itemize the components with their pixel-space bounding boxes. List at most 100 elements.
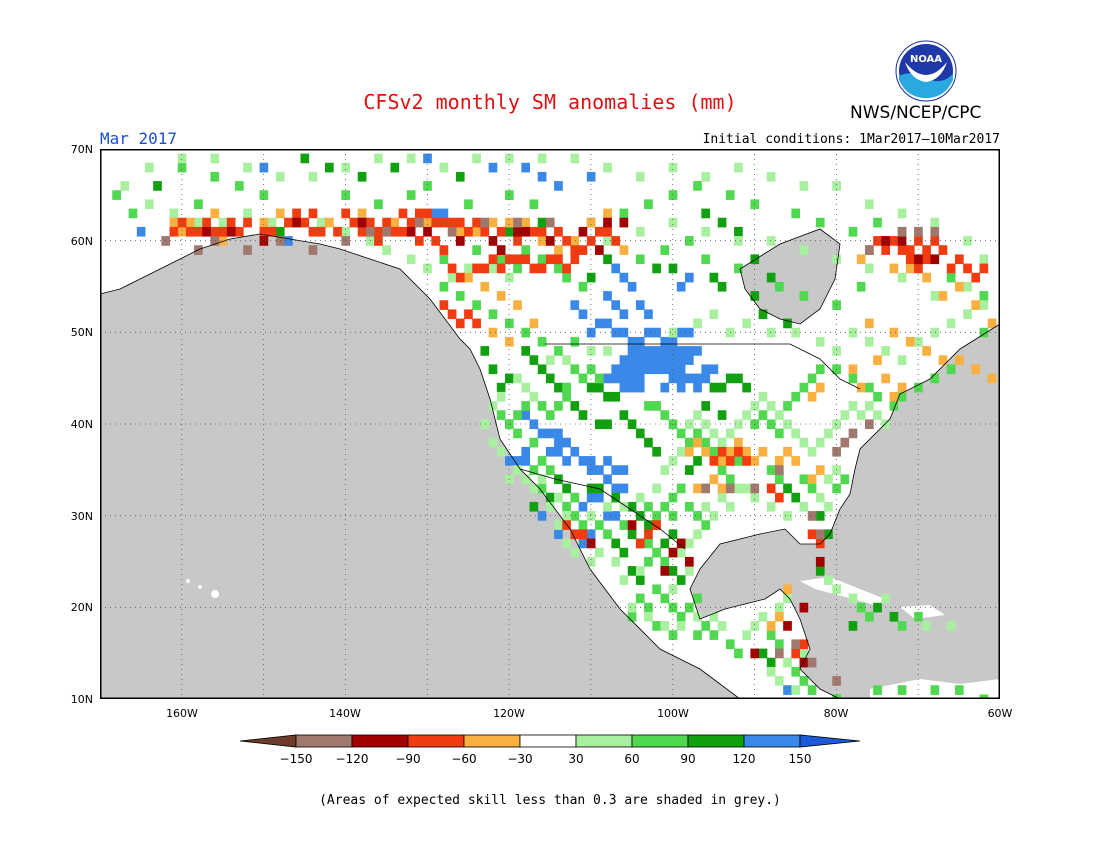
legend-label: −150: [279, 752, 313, 766]
anomaly-cell-green: [979, 291, 989, 301]
anomaly-cell-lgreen: [734, 162, 743, 173]
anomaly-cell-red: [455, 272, 465, 283]
anomaly-cell-red: [472, 217, 481, 228]
anomaly-cell-red: [881, 245, 891, 255]
anomaly-cell-lgreen: [709, 611, 719, 622]
anomaly-cell-blue: [611, 364, 621, 375]
anomaly-cell-green: [635, 254, 645, 265]
chart-title: CFSv2 monthly SM anomalies (mm): [363, 90, 737, 114]
anomaly-cell-red: [734, 446, 743, 457]
anomaly-cell-dred: [783, 621, 792, 631]
anomaly-cell-orange: [488, 217, 498, 228]
anomaly-cell-green: [783, 401, 792, 411]
anomaly-cell-red: [316, 226, 326, 237]
anomaly-cell-blue: [578, 501, 588, 512]
anomaly-cell-green: [930, 685, 940, 695]
anomaly-cell-lgreen: [635, 492, 645, 503]
anomaly-cell-lgreen: [210, 153, 220, 164]
anomaly-cell-lgreen: [562, 538, 571, 549]
anomaly-cell-blue: [668, 346, 678, 356]
anomaly-cell-red: [922, 245, 931, 255]
anomaly-cell-blue: [619, 327, 629, 338]
anomaly-cell-orange: [815, 465, 825, 475]
anomaly-cell-blue: [644, 327, 653, 338]
anomaly-cell-lgreen: [472, 153, 481, 164]
anomaly-cell-blue: [513, 456, 522, 466]
anomaly-cell-dgreen: [685, 465, 694, 475]
anomaly-cell-red: [914, 236, 923, 246]
anomaly-cell-red: [963, 263, 972, 274]
anomaly-cell-blue: [439, 208, 449, 219]
anomaly-cell-orange: [856, 382, 866, 393]
legend-swatch: [743, 734, 801, 748]
anomaly-cell-red: [235, 226, 244, 237]
anomaly-cell-dred: [259, 236, 269, 246]
anomaly-cell-lgreen: [145, 199, 154, 210]
anomaly-cell-blue: [676, 355, 686, 365]
anomaly-cell-brown: [807, 657, 817, 668]
anomaly-cell-blue: [554, 529, 563, 540]
anomaly-cell-green: [766, 630, 776, 640]
anomaly-cell-lgreen: [570, 547, 580, 558]
anomaly-cell-lgreen: [685, 419, 694, 430]
anomaly-cell-lgreen: [742, 410, 751, 420]
anomaly-cell-blue: [545, 428, 555, 439]
anomaly-cell-green: [840, 474, 850, 485]
anomaly-cell-green: [652, 511, 661, 521]
anomaly-cell-blue: [554, 181, 563, 191]
anomaly-cell-dgreen: [627, 566, 637, 576]
anomaly-cell-red: [873, 236, 882, 246]
anomaly-cell-green: [374, 199, 383, 210]
anomaly-cell-lgreen: [693, 318, 702, 329]
anomaly-cell-dgreen: [783, 318, 792, 329]
anomaly-cell-blue: [603, 511, 612, 521]
lat-label-30n: 30N: [70, 510, 93, 523]
anomaly-cell-dgreen: [554, 474, 563, 485]
anomaly-cell-green: [709, 630, 719, 640]
anomaly-cell-red: [210, 226, 220, 237]
anomaly-cell-blue: [570, 446, 580, 457]
anomaly-cell-lgreen: [701, 171, 711, 182]
anomaly-cell-green: [652, 621, 661, 631]
anomaly-cell-lgreen: [750, 621, 760, 631]
anomaly-cell-blue: [586, 492, 596, 503]
anomaly-cell-lgreen: [815, 437, 825, 448]
anomaly-cell-red: [415, 208, 424, 219]
anomaly-cell-lgreen: [603, 501, 612, 512]
anomaly-cell-dred: [815, 556, 825, 567]
anomaly-cell-dred: [578, 226, 588, 237]
anomaly-cell-green: [644, 199, 653, 210]
anomaly-cell-lgreen: [505, 272, 514, 283]
anomaly-cell-green: [455, 291, 465, 301]
anomaly-cell-dgreen: [619, 410, 629, 420]
anomaly-cell-dgreen: [325, 162, 334, 173]
anomaly-cell-lgreen: [423, 263, 432, 274]
anomaly-cell-blue: [783, 685, 792, 695]
anomaly-cell-dgreen: [545, 373, 555, 384]
anomaly-cell-green: [676, 483, 686, 494]
anomaly-cell-red: [480, 263, 490, 274]
anomaly-cell-orange: [554, 245, 563, 255]
anomaly-cell-dgreen: [496, 382, 506, 393]
anomaly-cell-lgreen: [693, 611, 702, 622]
anomaly-cell-red: [243, 217, 252, 228]
anomaly-cell-green: [734, 648, 743, 659]
anomaly-cell-dgreen: [660, 538, 670, 549]
anomaly-cell-green: [775, 639, 784, 650]
anomaly-cell-lgreen: [897, 208, 907, 219]
anomaly-cell-blue: [586, 327, 596, 338]
anomaly-cell-green: [660, 593, 670, 604]
anomaly-cell-orange: [807, 391, 817, 402]
anomaly-cell-blue: [537, 511, 547, 521]
anomaly-cell-red: [554, 226, 563, 237]
anomaly-cell-red: [439, 245, 449, 255]
anomaly-cell-lgreen: [619, 501, 629, 512]
anomaly-cell-lgreen: [586, 556, 596, 567]
anomaly-cell-dred: [292, 217, 301, 228]
anomaly-cell-dgreen: [595, 419, 604, 430]
noaa-logo-icon: NOAA: [895, 40, 957, 102]
anomaly-cell-green: [578, 520, 588, 530]
anomaly-cell-green: [701, 621, 711, 631]
period-label: Mar 2017: [100, 129, 178, 148]
anomaly-cell-green: [693, 181, 702, 191]
